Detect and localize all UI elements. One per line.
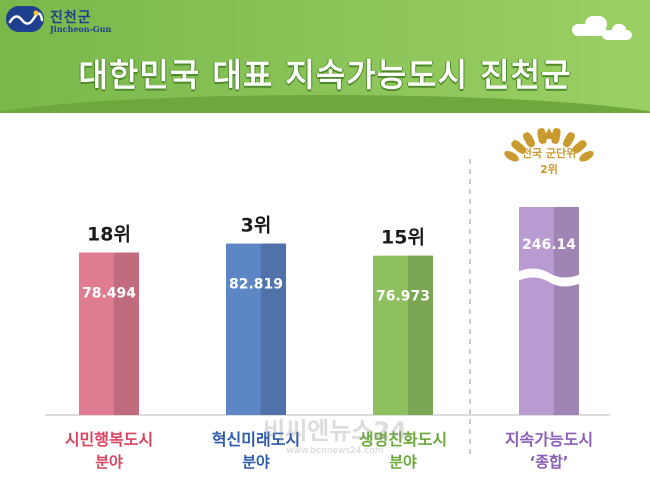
bar-shade-2 (260, 243, 286, 415)
page-title: 대한민국 대표 지속가능도시 진천군 (78, 56, 572, 94)
bar-shade-3 (407, 255, 433, 415)
category-label-3: 생명친화도시 (359, 430, 447, 449)
watermark-main: 비씨엔뉴스24 (263, 417, 407, 445)
axis-break-wave (515, 268, 583, 287)
cloud-2 (585, 16, 607, 32)
logo-name: 진천군 (50, 10, 92, 26)
rank-label-1: 18위 (87, 224, 131, 246)
bar-value-label-4: 246.14 (522, 237, 576, 253)
category-label-2: 혁신미래도시 (212, 430, 300, 449)
bar-value-label-2: 82.819 (229, 277, 283, 293)
category-sublabel-2: 분야 (242, 453, 270, 471)
category-label-1: 시민행복도시 (65, 430, 153, 449)
category-label-4: 지속가능도시 (505, 430, 593, 449)
laurel-leaf-left (504, 150, 519, 162)
crown-icon (540, 128, 558, 139)
header-hill (0, 95, 650, 113)
bar-shade-4 (553, 207, 579, 415)
rank-label-3: 15위 (381, 227, 425, 249)
logo-icon (8, 10, 44, 25)
laurel-leaf-left (572, 141, 587, 153)
laurel-leaf-right (579, 150, 594, 162)
laurel-leaf-left (562, 133, 575, 147)
category-sublabel-1: 분야 (95, 453, 123, 471)
bar-value-label-1: 78.494 (82, 286, 136, 302)
rank-label-2: 3위 (241, 215, 272, 237)
logo-subtitle: Jincheon-Gun (50, 24, 112, 34)
category-sublabel-3: 분야 (389, 453, 417, 471)
header-banner: 진천군 Jincheon-Gun 대한민국 대표 지속가능도시 진천군 (0, 0, 650, 113)
category-sublabel-4: ‘종합’ (530, 453, 569, 471)
watermark-sub: www.bcnnews24.com (286, 446, 383, 456)
badge-text-line1: 전국 군단위 (522, 146, 576, 160)
award-badge: 전국 군단위 2위 (504, 127, 594, 176)
laurel-leaf-right (511, 141, 526, 153)
bar-shade-1 (113, 252, 139, 415)
bar-value-label-3: 76.973 (376, 289, 430, 305)
laurel-leaf-right (523, 133, 536, 147)
cloud-4 (612, 24, 626, 36)
badge-text-line2: 2위 (540, 163, 558, 176)
